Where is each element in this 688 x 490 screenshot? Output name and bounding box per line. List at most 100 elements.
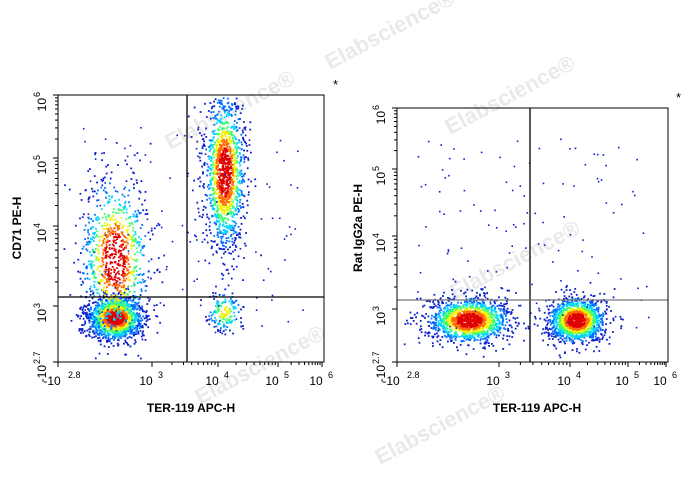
event-dot <box>203 205 205 208</box>
event-dot <box>484 304 487 307</box>
event-dot <box>91 265 94 268</box>
event-dot <box>472 331 474 334</box>
event-dot <box>126 155 129 158</box>
x-tick-exponent: 4 <box>224 370 229 380</box>
event-dot <box>218 186 220 188</box>
event-dot <box>506 298 509 300</box>
event-dot <box>506 321 508 324</box>
event-dot <box>232 180 234 183</box>
event-dot <box>233 162 235 165</box>
event-dot <box>136 324 139 327</box>
event-dot <box>453 342 455 344</box>
event-dot <box>116 267 118 270</box>
event-dot <box>155 304 158 306</box>
event-dot <box>240 308 242 311</box>
event-dot <box>480 331 483 333</box>
event-dot <box>121 317 124 320</box>
event-dot <box>225 143 227 146</box>
event-dot <box>220 99 223 102</box>
event-dot <box>236 172 239 174</box>
event-dot <box>104 276 106 279</box>
event-dot <box>124 186 127 189</box>
event-dot <box>247 159 250 161</box>
event-dot <box>480 288 483 290</box>
event-dot <box>135 303 138 306</box>
event-dot <box>486 318 489 321</box>
event-dot <box>456 304 458 307</box>
event-dot <box>143 317 146 320</box>
event-dot <box>144 339 147 341</box>
event-dot <box>122 268 125 270</box>
event-dot <box>113 339 115 341</box>
event-dot <box>504 296 507 299</box>
event-dot <box>479 338 482 340</box>
event-dot <box>215 193 218 196</box>
event-dot <box>119 223 122 226</box>
event-dot <box>93 325 95 328</box>
event-dot <box>221 187 224 190</box>
event-dot <box>222 200 225 203</box>
event-dot <box>213 169 215 172</box>
event-dot <box>88 321 91 324</box>
event-dot <box>202 172 204 175</box>
event-dot <box>131 222 133 224</box>
event-dot <box>224 216 227 219</box>
event-dot <box>127 263 130 265</box>
event-dot <box>226 326 229 328</box>
event-dot <box>505 309 508 312</box>
event-dot <box>443 331 446 334</box>
event-dot <box>516 317 519 319</box>
event-dot <box>137 323 139 326</box>
event-dot <box>236 191 239 194</box>
event-dot <box>499 316 502 319</box>
event-dot <box>89 325 92 328</box>
event-dot <box>109 283 112 286</box>
event-dot <box>224 162 227 164</box>
event-dot <box>125 327 127 330</box>
event-dot <box>144 323 147 326</box>
event-dot <box>219 329 222 332</box>
x-tick-label: 10 <box>309 374 323 388</box>
event-dot <box>217 164 220 166</box>
event-dot <box>503 305 506 308</box>
event-dot <box>116 298 118 301</box>
event-dot <box>133 315 136 318</box>
event-dot <box>107 309 109 311</box>
event-dot <box>138 319 140 322</box>
event-dot <box>231 134 233 136</box>
event-dot <box>225 317 228 320</box>
event-dot <box>137 298 140 301</box>
event-dot <box>95 217 98 219</box>
event-dot <box>97 266 99 268</box>
event-dot <box>113 285 116 287</box>
event-dot <box>95 192 98 195</box>
event-dot <box>120 324 123 327</box>
event-dot <box>134 341 137 343</box>
event-dot <box>213 143 216 146</box>
event-dot <box>129 279 131 281</box>
event-dot <box>220 102 222 105</box>
event-dot <box>432 345 434 347</box>
event-dot <box>94 158 97 160</box>
event-dot <box>472 304 474 307</box>
event-dot <box>475 303 478 306</box>
event-dot <box>109 338 112 340</box>
event-dot <box>110 228 113 231</box>
event-dot <box>79 192 82 195</box>
event-dot <box>106 202 109 204</box>
event-dot <box>229 176 232 179</box>
event-dot <box>512 332 515 334</box>
event-dot <box>219 232 222 234</box>
event-dot <box>224 189 226 191</box>
event-dot <box>232 168 235 171</box>
event-dot <box>129 332 132 335</box>
event-dot <box>208 146 210 148</box>
event-dot <box>122 319 125 322</box>
event-dot <box>108 229 110 232</box>
event-dot <box>203 162 206 164</box>
event-dot <box>223 157 225 160</box>
event-dot <box>125 267 128 270</box>
event-dot <box>216 113 219 116</box>
event-dot <box>227 319 229 322</box>
event-dot <box>93 301 95 304</box>
